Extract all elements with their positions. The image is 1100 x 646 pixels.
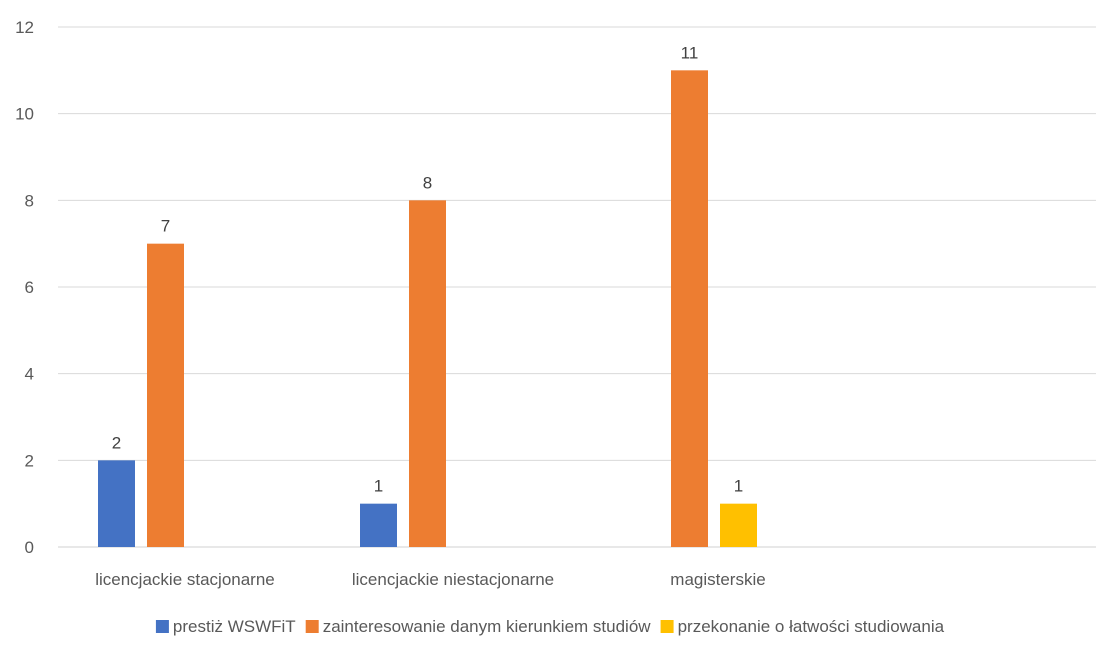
legend-label: prestiż WSWFiT xyxy=(173,617,296,636)
legend: prestiż WSWFiT zainteresowanie danym kier… xyxy=(155,617,945,636)
legend-swatch xyxy=(155,620,169,633)
y-tick-label: 4 xyxy=(25,365,34,384)
legend-swatch xyxy=(305,620,319,633)
data-label: 1 xyxy=(374,477,383,496)
y-tick-label: 8 xyxy=(25,191,34,210)
y-tick-label: 2 xyxy=(25,451,34,470)
bars xyxy=(98,70,757,548)
data-label: 7 xyxy=(161,217,170,236)
y-axis-ticks: 0 2 4 6 8 10 12 xyxy=(15,18,34,557)
legend-item: prestiż WSWFiT xyxy=(155,617,296,636)
legend-swatch xyxy=(660,620,674,633)
y-tick-label: 10 xyxy=(15,105,34,124)
bar xyxy=(98,460,135,547)
y-tick-label: 6 xyxy=(25,278,34,297)
data-label: 11 xyxy=(681,43,699,62)
legend-label: zainteresowanie danym kierunkiem studiów xyxy=(323,617,652,636)
bar xyxy=(147,243,184,547)
bar xyxy=(409,200,446,548)
x-axis-categories: licencjackie stacjonarne licencjackie nie… xyxy=(95,570,765,589)
y-tick-label: 12 xyxy=(15,18,34,37)
data-label: 1 xyxy=(734,477,743,496)
data-label: 8 xyxy=(423,173,432,192)
gridlines xyxy=(58,26,1096,548)
legend-label: przekonanie o łatwości studiowania xyxy=(678,617,945,636)
x-tick-label: licencjackie stacjonarne xyxy=(95,570,275,589)
legend-item: zainteresowanie danym kierunkiem studiów xyxy=(305,617,652,636)
legend-item: przekonanie o łatwości studiowania xyxy=(660,617,945,636)
data-label: 2 xyxy=(112,433,121,452)
x-tick-label: licencjackie niestacjonarne xyxy=(352,570,554,589)
bar xyxy=(720,503,757,547)
bar xyxy=(360,503,397,547)
bar xyxy=(671,70,708,547)
y-tick-label: 0 xyxy=(25,538,34,557)
x-tick-label: magisterskie xyxy=(670,570,765,589)
